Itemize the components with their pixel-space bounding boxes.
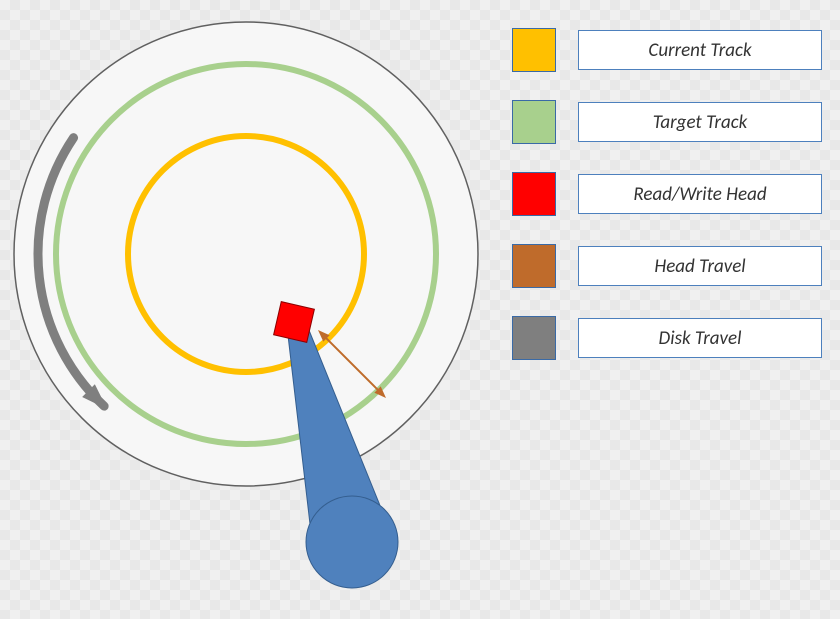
legend-row-disk-travel: Disk Travel [512, 316, 822, 360]
legend-row-head-travel: Head Travel [512, 244, 822, 288]
legend-swatch [512, 316, 556, 360]
legend-label: Read/Write Head [633, 183, 766, 206]
legend-swatch [512, 172, 556, 216]
legend-row-current-track: Current Track [512, 28, 822, 72]
platter-circle [14, 22, 478, 486]
legend-label-box: Disk Travel [578, 318, 822, 358]
legend-label: Disk Travel [659, 327, 742, 350]
legend-label: Head Travel [654, 255, 745, 278]
legend: Current Track Target Track Read/Write He… [512, 28, 822, 388]
legend-label-box: Current Track [578, 30, 822, 70]
legend-label-box: Head Travel [578, 246, 822, 286]
disk-seek-diagram: Current Track Target Track Read/Write He… [0, 0, 840, 619]
actuator-pivot [306, 496, 398, 588]
legend-swatch [512, 244, 556, 288]
legend-label-box: Read/Write Head [578, 174, 822, 214]
legend-row-rw-head: Read/Write Head [512, 172, 822, 216]
legend-row-target-track: Target Track [512, 100, 822, 144]
legend-label-box: Target Track [578, 102, 822, 142]
read-write-head [274, 302, 315, 343]
legend-label: Target Track [653, 111, 748, 134]
legend-swatch [512, 100, 556, 144]
legend-label: Current Track [648, 39, 751, 62]
legend-swatch [512, 28, 556, 72]
